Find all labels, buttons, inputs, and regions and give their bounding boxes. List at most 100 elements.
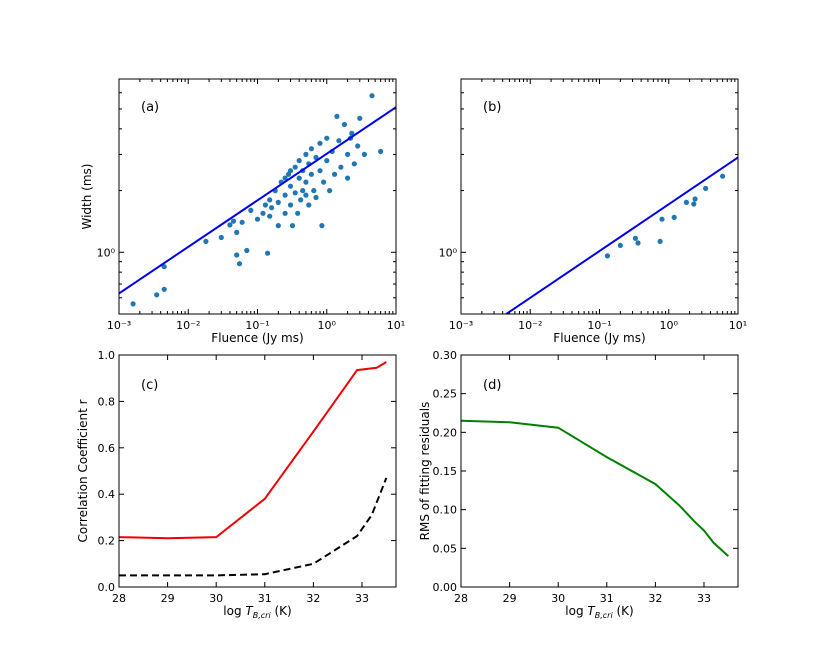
panel-b-marks [505,156,738,314]
x-tick-label: 32 [306,592,320,605]
data-point [289,223,296,229]
data-point [296,158,302,164]
x-tick-label: 28 [112,592,126,605]
data-point [308,171,314,177]
series-line-black [119,477,388,577]
x-tick-label: 33 [355,592,369,605]
data-point [265,250,271,256]
x-tick-label: 33 [697,592,711,605]
data-point [327,188,333,194]
data-point [161,264,167,270]
data-point [334,113,340,119]
data-point [218,234,224,241]
y-tick-label: 0.10 [433,504,458,517]
panel-d: 28 29 30 31 32 33 0.00 0.05 0.10 0.15 0.20 0.25 0.30… [418,349,739,620]
x-tick-label: 10⁰ [318,319,337,332]
data-point [317,140,323,146]
data-point [292,164,298,170]
fit-line [119,106,396,295]
data-point [378,148,384,155]
x-tick-label: 10⁻² [518,319,542,332]
data-point [287,183,294,189]
panel-a-marks [119,93,396,307]
y-tick-label: 0.2 [98,535,116,548]
x-tick-label: 10¹ [387,319,405,332]
x-tick-label: 10⁻² [176,319,200,332]
panel-b: 10⁻³ 10⁻² 10⁻¹ 10⁰ 10¹ 10⁰ (b) Fluence (Jy ms… [439,78,747,345]
y-tick-label: 0.25 [433,388,458,401]
data-point [282,210,288,216]
panel-d-axes-frame [460,354,739,588]
data-point [683,199,690,205]
data-point [300,188,306,194]
series-line-red [119,361,387,540]
data-point [308,146,314,152]
data-point [306,202,312,208]
data-point [234,229,240,235]
data-point [260,210,266,216]
panel-b-xlabel: Fluence (Jy ms) [553,331,645,345]
data-point [262,202,268,208]
data-point [130,301,136,307]
data-point [324,135,330,141]
x-tick-label: 28 [454,592,468,605]
data-point [295,210,301,216]
data-point [321,179,327,185]
data-point [369,93,375,99]
panel-a-xlabel: Fluence (Jy ms) [211,331,303,345]
data-point [313,154,319,161]
y-tick-label: 0.4 [98,488,116,501]
data-point [355,143,361,149]
data-point [345,175,351,181]
data-point [720,173,726,179]
data-point [659,216,665,222]
data-point [635,240,641,246]
panel-c-xlabel: log TB,cri (K) [223,604,291,620]
panel-a: 10⁻³ 10⁻² 10⁻¹ 10⁰ 10¹ 10⁰ (a) Fluence (Jy ms… [80,78,405,345]
data-point [239,219,245,225]
panel-c-marks [119,361,388,577]
data-point [671,214,677,220]
panel-c-ticks: 28 29 30 31 32 33 0.0 0.2 0.4 0.6 0.8 1.0 [98,349,396,605]
data-point [227,222,233,228]
data-point [361,151,367,157]
data-point [236,261,243,267]
data-point [604,253,611,259]
panel-c-axes-frame [118,354,397,588]
y-tick-label: 1.0 [98,349,116,362]
x-tick-label: 10¹ [729,319,747,332]
x-tick-label: 32 [648,592,662,605]
fit-line [505,156,738,314]
panel-b-ticks: 10⁻³ 10⁻² 10⁻¹ 10⁰ 10¹ 10⁰ [439,78,747,332]
plot-area [505,156,738,314]
data-point [357,115,363,121]
data-point [317,168,323,174]
data-point [269,205,275,211]
data-point [282,192,288,198]
data-point [303,151,309,157]
data-point [287,202,294,208]
data-point [154,292,160,298]
y-tick-label: 0.6 [98,442,116,455]
data-point [632,235,639,241]
x-tick-label: 30 [209,592,223,605]
data-point [203,238,209,244]
data-point [282,175,288,181]
data-point [324,158,330,164]
plot-area [461,419,729,557]
data-point [692,196,698,202]
y-tick-label: 0.8 [98,395,116,408]
data-point [230,218,237,224]
data-point [351,161,357,167]
panel-d-marks [461,419,729,557]
data-point [296,175,302,181]
data-point [303,179,309,185]
data-point [349,130,355,136]
y-tick-label: 0.30 [433,349,458,362]
panel-a-axes-frame [118,78,397,315]
y-tick-label: 0.05 [433,542,458,555]
panel-b-label: (b) [483,100,501,115]
y-tick-label: 10⁰ [97,246,116,259]
data-point [313,194,319,201]
